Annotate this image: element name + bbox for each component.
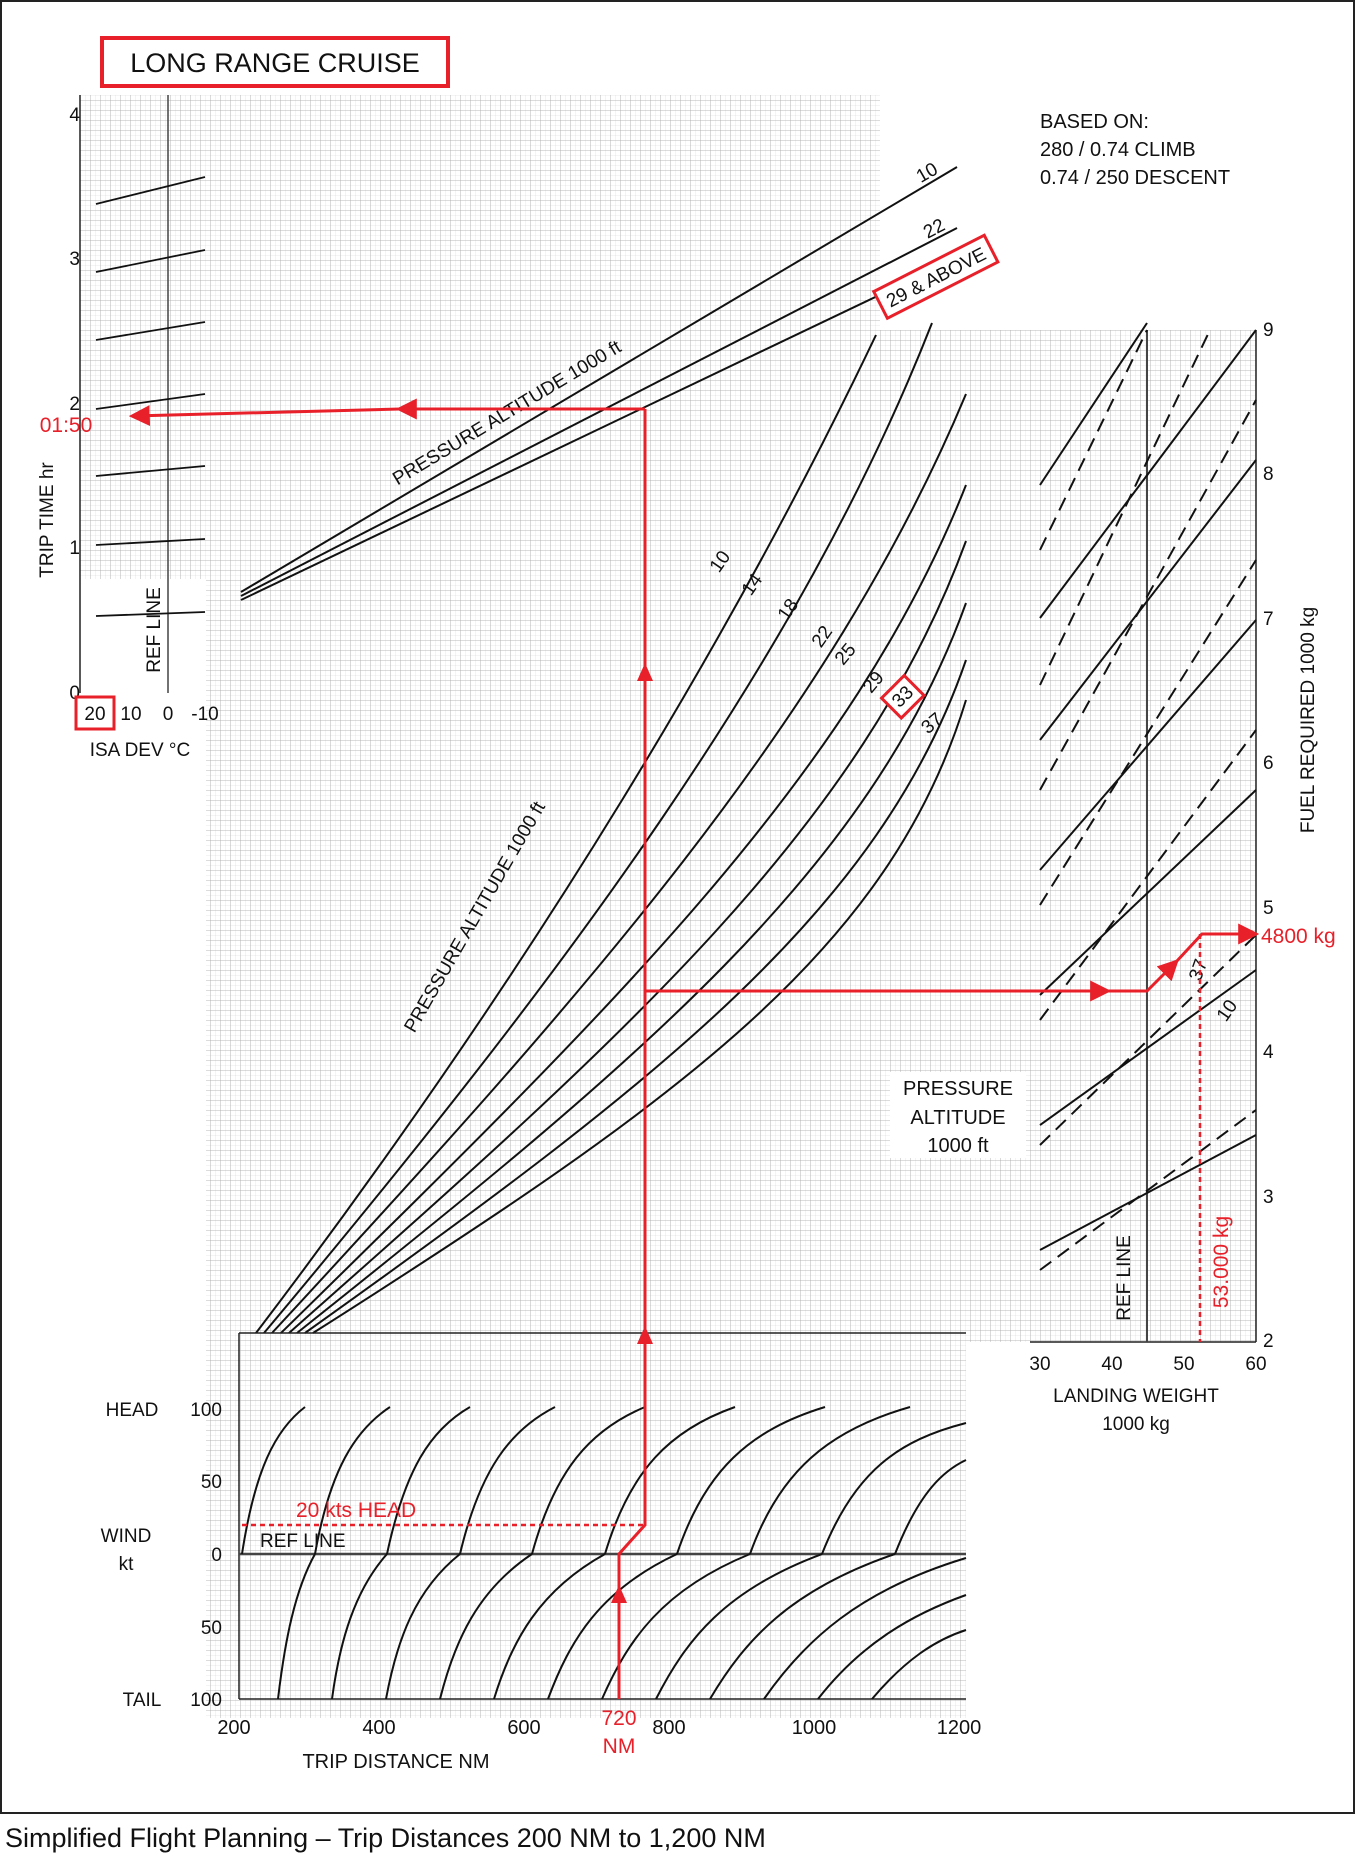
wind-tick-0: 0 <box>211 1545 222 1566</box>
trip-time-axis: 0 1 2 3 4 TRIP TIME hr REF LINE <box>37 95 169 704</box>
dist-tick-1200: 1200 <box>937 1717 982 1739</box>
fuel-curve-33 <box>304 659 967 1334</box>
isa-correction-lines <box>95 176 206 617</box>
wind-head-label: HEAD <box>106 1400 159 1421</box>
isa-dev-highlight-box <box>74 695 116 731</box>
based-on-line-2: 280 / 0.74 CLIMB <box>1040 139 1196 161</box>
lw-tick-60: 60 <box>1245 1354 1266 1375</box>
trip-distance-axis: 200 400 600 800 1000 1200 TRIP DISTANCE … <box>217 1717 981 1773</box>
example-fuel-readout <box>1174 923 1260 964</box>
lw-dashed-lines <box>1039 329 1257 1271</box>
example-distance-label-2: NM <box>603 1735 636 1758</box>
time-tick-1: 1 <box>69 538 80 559</box>
fuel-tick-5: 5 <box>1263 898 1274 919</box>
fuel-curve-18 <box>271 393 967 1334</box>
time-curve-10 <box>240 166 958 593</box>
isa-tick-0: 0 <box>163 704 174 725</box>
time-tick-0: 0 <box>69 683 80 704</box>
example-path <box>128 398 1260 1699</box>
trip-time-curves <box>240 166 958 601</box>
based-on-line-1: BASED ON: <box>1040 111 1149 133</box>
dist-tick-800: 800 <box>652 1717 685 1739</box>
fuel-curve-37 <box>312 699 967 1334</box>
wind-ylabel-1: WIND <box>101 1526 152 1547</box>
trip-distance-xlabel: TRIP DISTANCE NM <box>302 1751 489 1773</box>
wind-tail-label: TAIL <box>123 1690 162 1711</box>
landing-weight-unit: 1000 kg <box>1102 1414 1170 1435</box>
based-on-note: BASED ON: 280 / 0.74 CLIMB 0.74 / 250 DE… <box>1040 111 1230 189</box>
graph-paper <box>80 95 1256 1718</box>
lw-legend-line-2: ALTITUDE <box>910 1107 1005 1129</box>
lw-ref-line-label: REF LINE <box>1114 1235 1135 1321</box>
trip-time-ylabel: TRIP TIME hr <box>37 462 58 578</box>
fuel-curves <box>255 322 967 1334</box>
example-time-result: 01:50 <box>40 414 93 437</box>
fuel-tick-6: 6 <box>1263 753 1274 774</box>
example-labels: 720 NM 20 kts HEAD 01:50 4800 kg 53.000 … <box>40 414 1336 1758</box>
wind-ylabel-2: kt <box>119 1554 135 1575</box>
dist-tick-200: 200 <box>217 1717 250 1739</box>
dist-tick-600: 600 <box>507 1717 540 1739</box>
lw-tick-30: 30 <box>1029 1354 1050 1375</box>
wind-tick-tail-100: 100 <box>190 1690 222 1711</box>
example-wind-label: 20 kts HEAD <box>296 1499 416 1522</box>
chart-title: LONG RANGE CRUISE <box>130 48 420 78</box>
time-tick-3: 3 <box>69 249 80 270</box>
altitude-33-highlight <box>879 673 927 721</box>
example-dotted-guides <box>242 934 1202 1527</box>
fuel-curve-10 <box>255 334 877 1334</box>
wind-tick-head-50: 50 <box>201 1472 222 1493</box>
fuel-curve-29 <box>296 602 967 1334</box>
isa-dev-label: ISA DEV °C <box>90 740 191 761</box>
title-box <box>100 36 450 88</box>
outer-border <box>0 0 1355 1814</box>
fuel-tick-7: 7 <box>1263 609 1274 630</box>
fuel-curve-22 <box>280 484 967 1334</box>
dist-tick-400: 400 <box>362 1717 395 1739</box>
example-time-readout <box>128 405 401 427</box>
dist-tick-1000: 1000 <box>792 1717 837 1739</box>
fuel-tick-3: 3 <box>1263 1187 1274 1208</box>
landing-weight-axis: 9 8 7 6 5 4 3 2 FUEL REQUIRED 1000 kg 30… <box>1029 320 1319 1435</box>
altitude-29-above-highlight <box>871 233 1000 321</box>
fuel-tick-4: 4 <box>1263 1042 1274 1063</box>
wind-ref-line-label: REF LINE <box>260 1531 346 1552</box>
time-tick-2: 2 <box>69 394 80 415</box>
time-curve-22 <box>240 227 958 597</box>
lw-tick-40: 40 <box>1101 1354 1122 1375</box>
wind-axis: HEAD TAIL WIND kt 100 50 0 50 100 REF LI… <box>101 1332 966 1711</box>
wind-tick-tail-50: 50 <box>201 1618 222 1639</box>
isa-tick-20: 20 <box>84 704 105 725</box>
landing-weight-label: LANDING WEIGHT <box>1053 1386 1219 1407</box>
fuel-tick-8: 8 <box>1263 464 1274 485</box>
time-tick-4: 4 <box>69 105 80 126</box>
lw-legend-line-1: PRESSURE <box>903 1078 1013 1100</box>
lw-legend-line-3: 1000 ft <box>927 1135 989 1157</box>
fuel-curve-25 <box>288 540 967 1334</box>
lw-tick-50: 50 <box>1173 1354 1194 1375</box>
isa-ref-line-label: REF LINE <box>144 587 165 673</box>
figure-caption: Simplified Flight Planning – Trip Distan… <box>5 1823 766 1853</box>
fuel-curve-14 <box>263 322 933 1334</box>
fuel-tick-2: 2 <box>1263 1331 1274 1352</box>
example-distance-label-1: 720 <box>601 1707 636 1730</box>
isa-tick-10: 10 <box>120 704 141 725</box>
time-curve-29-above <box>240 257 958 601</box>
example-wind-trace <box>617 1345 647 1594</box>
lw-legend: PRESSURE ALTITUDE 1000 ft <box>890 1072 1026 1158</box>
based-on-line-3: 0.74 / 250 DESCENT <box>1040 167 1230 189</box>
example-lw-trace <box>1107 959 1179 993</box>
fuel-tick-9: 9 <box>1263 320 1274 341</box>
example-fuel-result: 4800 kg <box>1261 925 1336 948</box>
fuel-required-ylabel: FUEL REQUIRED 1000 kg <box>1298 607 1319 833</box>
example-arrowheads <box>611 663 653 1603</box>
example-weight-label: 53.000 kg <box>1210 1216 1233 1308</box>
isa-tick-minus-10: -10 <box>191 704 218 725</box>
wind-tick-head-100: 100 <box>190 1400 222 1421</box>
isa-dev-axis: 20 10 0 -10 ISA DEV °C <box>74 695 219 761</box>
lw-solid-lines <box>1039 322 1257 1251</box>
